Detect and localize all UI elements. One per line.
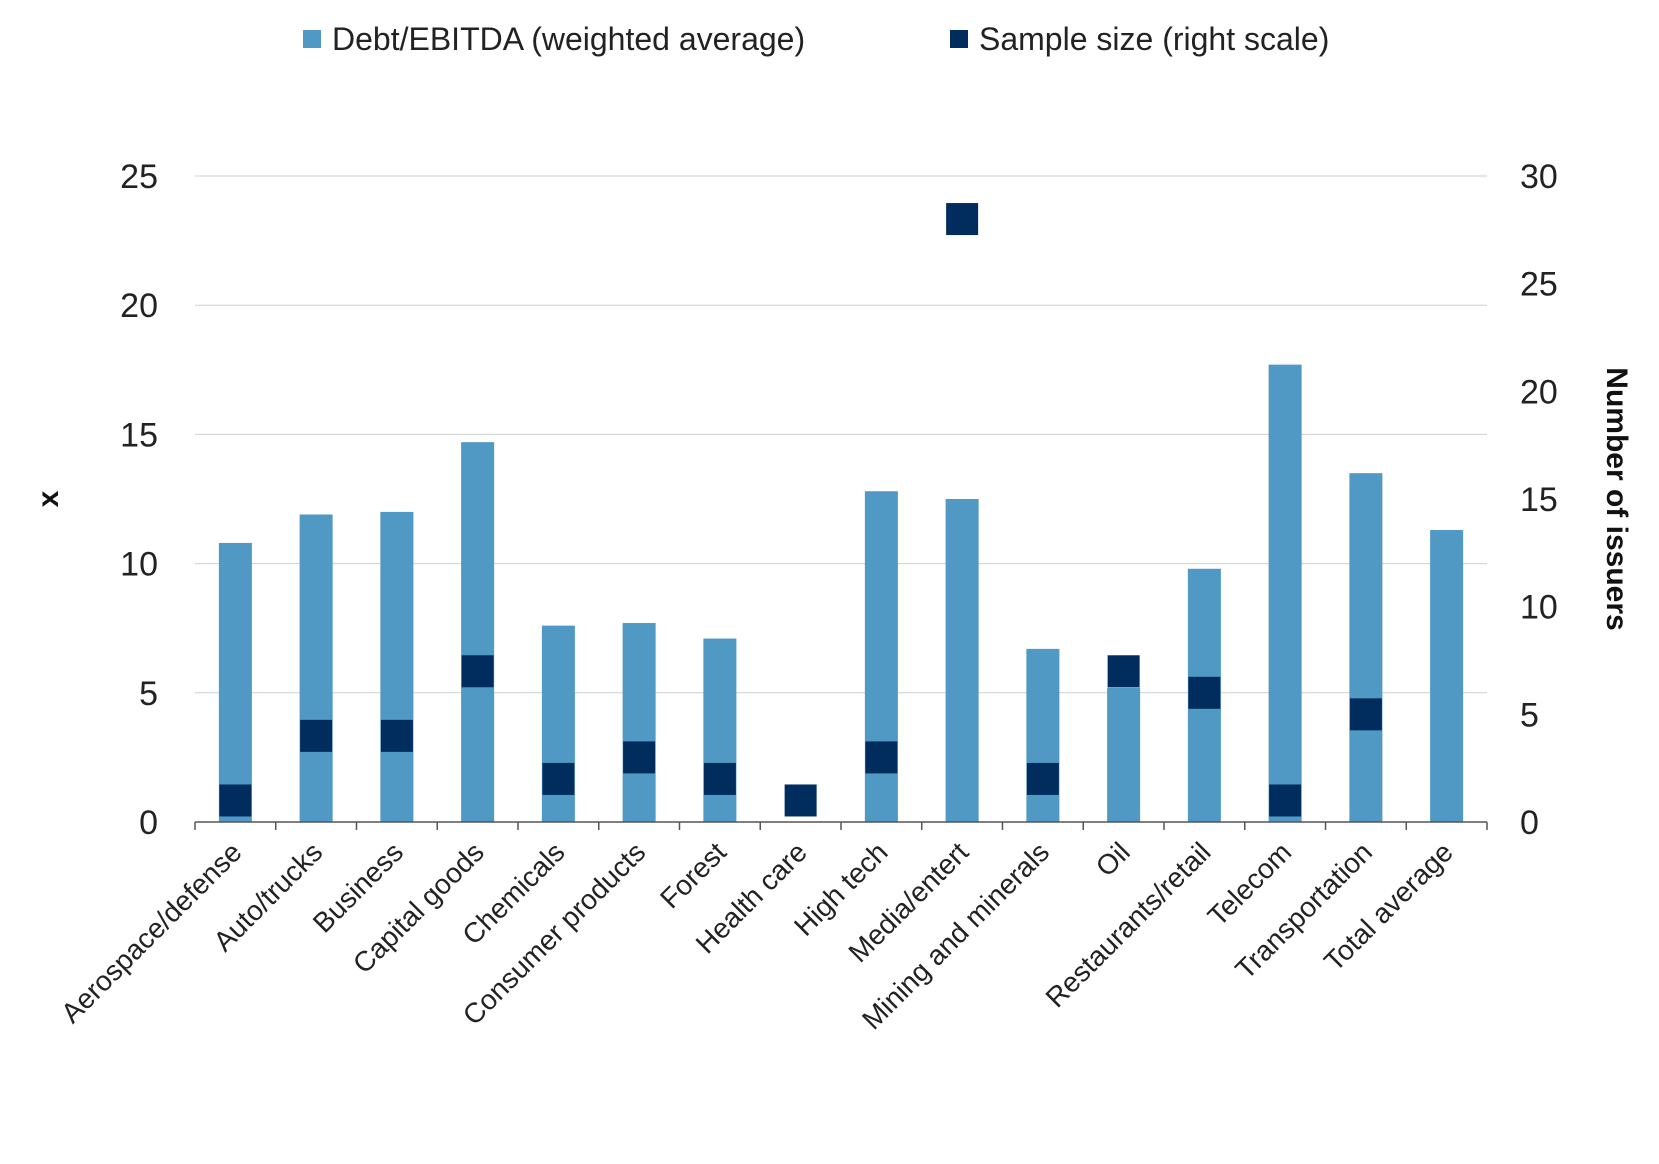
category-label: Forest	[654, 836, 732, 914]
left-tick-label: 15	[120, 416, 158, 454]
category-label: Oil	[1090, 836, 1136, 882]
bar-debt-ebitda	[461, 442, 495, 822]
left-tick-label: 5	[139, 675, 158, 713]
legend: Debt/EBITDA (weighted average) Sample si…	[303, 21, 1329, 57]
marker-sample-size	[1107, 655, 1140, 688]
bar-debt-ebitda	[945, 499, 979, 822]
marker-sample-size	[542, 762, 575, 795]
marker-sample-size	[1026, 762, 1059, 795]
legend-label-sample-size: Sample size (right scale)	[979, 21, 1329, 57]
bar-debt-ebitda	[218, 542, 252, 822]
legend-swatch-debt-ebitda	[303, 30, 321, 48]
bar-debt-ebitda	[1107, 687, 1141, 822]
right-tick-label: 30	[1520, 158, 1558, 196]
left-tick-label: 0	[139, 804, 158, 842]
bar-debt-ebitda	[1430, 530, 1464, 822]
right-tick-label: 20	[1520, 373, 1558, 411]
legend-swatch-sample-size	[950, 30, 968, 48]
marker-sample-size	[219, 784, 252, 817]
marker-sample-size	[865, 741, 898, 774]
right-tick-label: 25	[1520, 266, 1558, 304]
sample-size-markers	[219, 203, 1382, 817]
right-tick-label: 5	[1520, 696, 1539, 734]
left-axis-ticks: 0 5 10 15 20 25	[120, 158, 158, 842]
marker-sample-size	[623, 741, 656, 774]
bar-debt-ebitda	[299, 514, 333, 822]
marker-sample-size	[380, 719, 413, 752]
right-tick-label: 0	[1520, 804, 1539, 842]
left-axis-title: x	[32, 490, 65, 507]
marker-sample-size	[1269, 784, 1302, 817]
right-axis-ticks: 0 5 10 15 20 25 30	[1520, 158, 1558, 842]
marker-sample-size	[1349, 698, 1382, 731]
left-tick-label: 20	[120, 287, 158, 325]
right-tick-label: 15	[1520, 481, 1558, 519]
bar-debt-ebitda	[1349, 473, 1383, 822]
marker-sample-size	[300, 719, 333, 752]
legend-label-debt-ebitda: Debt/EBITDA (weighted average)	[332, 21, 805, 57]
marker-sample-size	[946, 203, 979, 236]
left-tick-label: 25	[120, 158, 158, 196]
bar-debt-ebitda	[380, 511, 414, 822]
right-tick-label: 10	[1520, 589, 1558, 627]
bars	[218, 364, 1464, 822]
bar-debt-ebitda	[1268, 364, 1302, 822]
marker-sample-size	[1188, 676, 1221, 709]
category-label: Transportation	[1229, 836, 1378, 985]
right-axis-title: Number of issuers	[1600, 367, 1633, 630]
marker-sample-size	[461, 655, 494, 688]
category-labels: Aerospace/defenseAuto/trucksBusinessCapi…	[55, 836, 1459, 1035]
left-tick-label: 10	[120, 546, 158, 584]
bar-debt-ebitda	[622, 623, 656, 822]
marker-sample-size	[703, 762, 736, 795]
bar-debt-ebitda	[1026, 648, 1060, 822]
marker-sample-size	[784, 784, 817, 817]
